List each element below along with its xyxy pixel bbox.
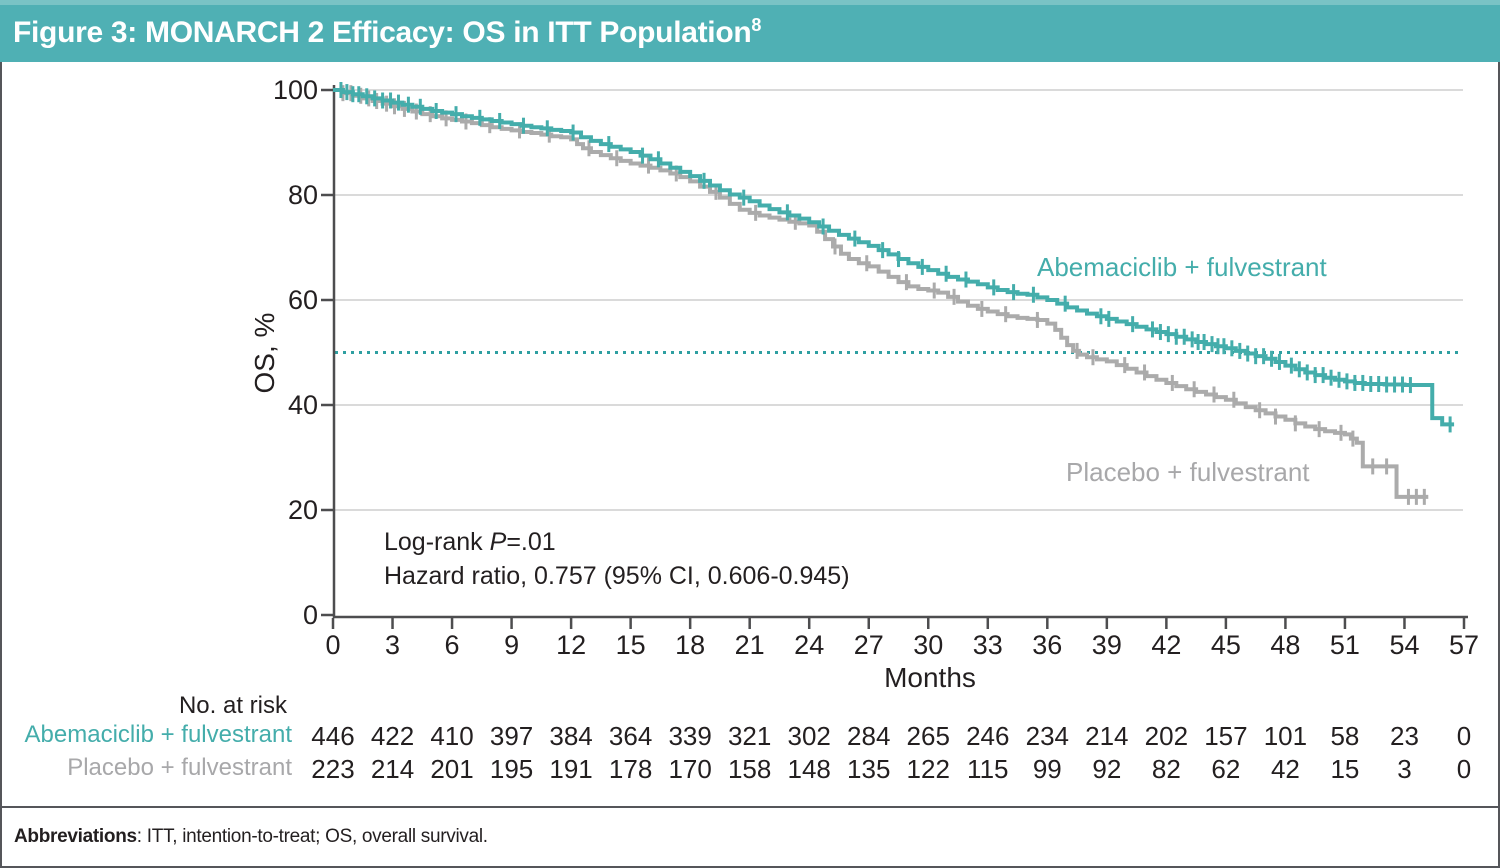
risk-table-value: 42 <box>1270 754 1300 784</box>
logrank-annotation: Log-rank P=.01 <box>384 528 556 557</box>
risk-table-value: 321 <box>727 721 772 751</box>
risk-table-value: 135 <box>847 754 891 784</box>
survival-curve-placebo <box>333 88 1429 499</box>
risk-table-value: 0 <box>1456 754 1472 784</box>
risk-table-value: 397 <box>489 721 534 751</box>
y-tick-label: 40 <box>287 390 318 420</box>
y-axis-label: OS, % <box>249 312 280 394</box>
x-tick-label: 39 <box>1091 630 1122 660</box>
risk-table-value: 246 <box>966 721 1010 751</box>
survival-curve-abemaciclib <box>333 88 1455 427</box>
risk-table-value: 214 <box>1085 721 1129 751</box>
risk-table-value: 195 <box>489 754 534 784</box>
x-tick-label: 21 <box>734 630 765 660</box>
risk-row-label-abemaciclib: Abemaciclib + fulvestrant <box>24 721 292 748</box>
risk-table-value: 422 <box>370 721 415 751</box>
y-tick-label: 100 <box>272 75 318 105</box>
abbreviations-body: : ITT, intention-to-treat; OS, overall s… <box>136 826 488 847</box>
y-tick-label: 20 <box>287 495 318 525</box>
risk-table-value: 223 <box>311 754 355 784</box>
risk-table-value: 339 <box>668 721 712 751</box>
abbreviations-bold-label: Abbreviations <box>14 826 137 847</box>
risk-table-value: 62 <box>1211 754 1241 784</box>
y-tick-label: 0 <box>302 600 318 630</box>
risk-table-value: 446 <box>311 721 355 751</box>
risk-table-value: 158 <box>727 754 772 784</box>
risk-table-value: 410 <box>430 721 474 751</box>
abbreviations-text: Abbreviations: ITT, intention-to-treat; … <box>14 826 488 848</box>
risk-table-value: 157 <box>1204 721 1248 751</box>
risk-table-value: 265 <box>906 721 950 751</box>
risk-table-value: 23 <box>1390 721 1419 751</box>
x-tick-label: 48 <box>1270 630 1301 660</box>
x-axis-label: Months <box>884 662 976 693</box>
y-tick-label: 60 <box>287 285 318 315</box>
x-tick-label: 51 <box>1329 630 1360 660</box>
y-tick-label: 80 <box>287 180 318 210</box>
risk-table-value: 214 <box>370 754 415 784</box>
risk-table-value: 0 <box>1456 721 1472 751</box>
risk-table-value: 148 <box>787 754 831 784</box>
risk-table-value: 201 <box>430 754 474 784</box>
risk-table-value: 178 <box>608 754 653 784</box>
figure-title: Figure 3: MONARCH 2 Efficacy: OS in ITT … <box>13 15 761 50</box>
logrank-pvalue-symbol: P <box>489 528 507 556</box>
risk-table-value: 101 <box>1263 721 1308 751</box>
legend-placebo-label: Placebo + fulvestrant <box>1066 457 1310 487</box>
risk-table-value: 122 <box>906 754 950 784</box>
x-tick-label: 30 <box>913 630 944 660</box>
logrank-suffix: =.01 <box>506 528 556 556</box>
logrank-prefix: Log-rank <box>384 528 490 556</box>
x-tick-label: 54 <box>1389 630 1420 660</box>
x-tick-label: 57 <box>1448 630 1480 660</box>
x-tick-label: 27 <box>853 630 884 660</box>
risk-row-label-placebo: Placebo + fulvestrant <box>67 754 292 781</box>
x-tick-label: 45 <box>1210 630 1241 660</box>
risk-table-value: 302 <box>787 721 831 751</box>
risk-table-value: 384 <box>549 721 593 751</box>
risk-table-value: 58 <box>1330 721 1360 751</box>
x-tick-label: 42 <box>1151 630 1182 660</box>
risk-table-value: 202 <box>1144 721 1189 751</box>
figure-title-superscript: 8 <box>751 15 762 35</box>
risk-table-value: 364 <box>608 721 653 751</box>
hazard-ratio-annotation: Hazard ratio, 0.757 (95% CI, 0.606-0.945… <box>384 562 850 590</box>
risk-table-value: 234 <box>1025 721 1069 751</box>
x-tick-label: 0 <box>325 630 341 660</box>
figure-title-text: Figure 3: MONARCH 2 Efficacy: OS in ITT … <box>13 16 752 49</box>
risk-table-value: 191 <box>549 754 593 784</box>
x-tick-label: 24 <box>794 630 825 660</box>
x-tick-label: 6 <box>444 630 460 660</box>
x-tick-label: 9 <box>504 630 520 660</box>
x-tick-label: 12 <box>556 630 587 660</box>
x-tick-label: 18 <box>675 630 706 660</box>
x-tick-label: 33 <box>972 630 1003 660</box>
x-tick-label: 15 <box>615 630 646 660</box>
abbreviations-footer: Abbreviations: ITT, intention-to-treat; … <box>2 806 1498 866</box>
figure-title-bar: Figure 3: MONARCH 2 Efficacy: OS in ITT … <box>0 0 1500 62</box>
risk-table-value: 92 <box>1092 754 1122 784</box>
x-tick-label: 3 <box>385 630 401 660</box>
risk-table-value: 170 <box>668 754 712 784</box>
risk-table-value: 15 <box>1330 754 1360 784</box>
risk-table-value: 3 <box>1397 754 1412 784</box>
risk-table-value: 82 <box>1151 754 1181 784</box>
risk-table-value: 284 <box>847 721 891 751</box>
risk-table-value: 115 <box>967 754 1009 784</box>
risk-table-title: No. at risk <box>178 692 287 719</box>
risk-table-value: 99 <box>1032 754 1062 784</box>
legend-abemaciclib-label: Abemaciclib + fulvestrant <box>1037 252 1327 282</box>
x-tick-label: 36 <box>1032 630 1063 660</box>
